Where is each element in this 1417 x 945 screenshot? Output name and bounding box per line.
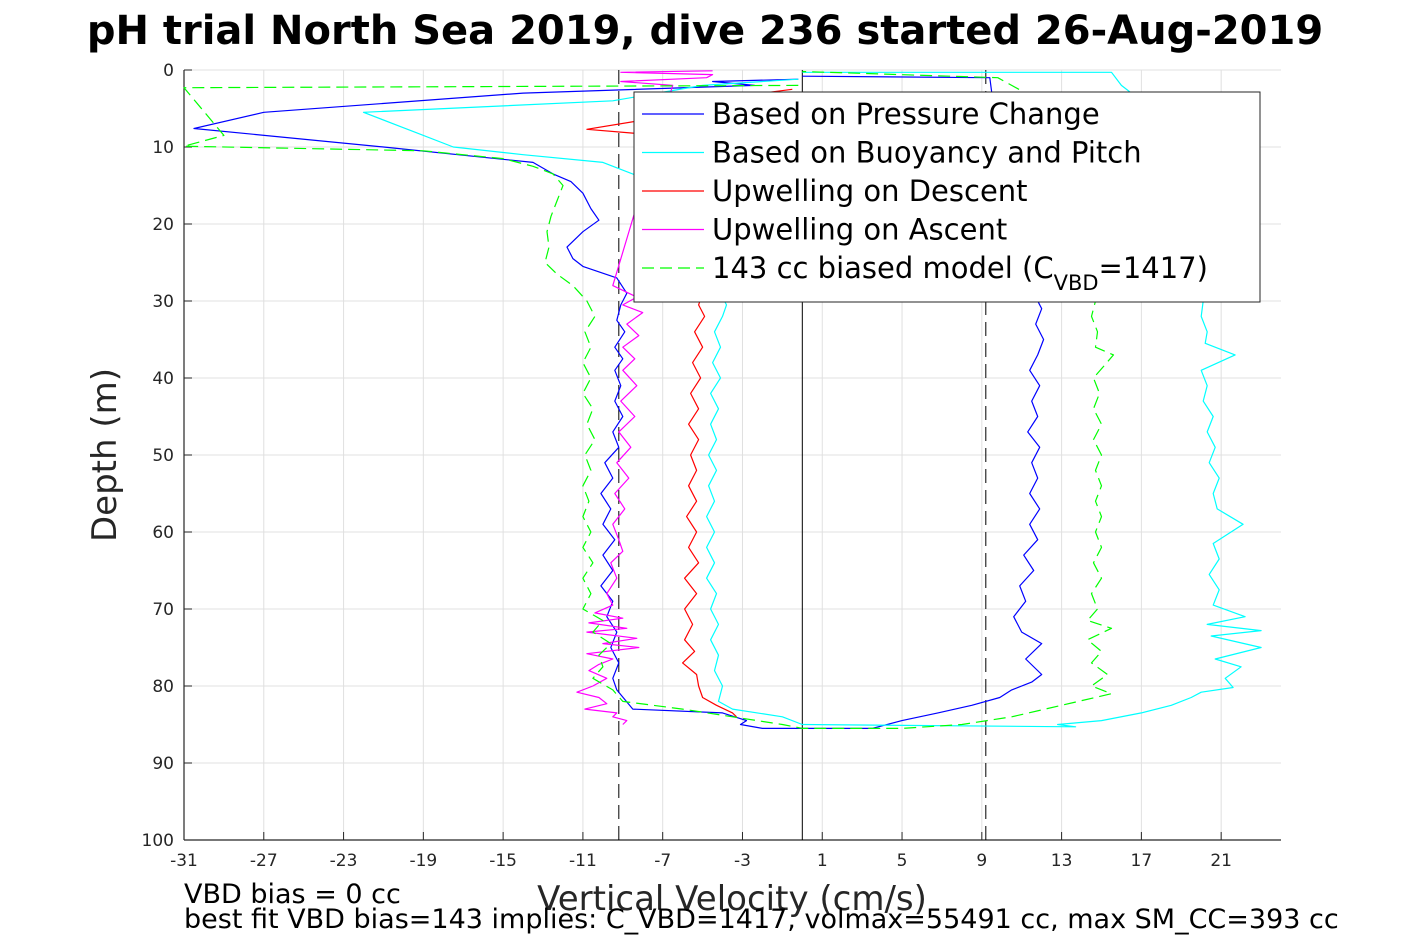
legend-label: Based on Buoyancy and Pitch (712, 136, 1142, 170)
y-tick-label: 50 (152, 446, 174, 466)
y-axis-label: Depth (m) (85, 368, 125, 542)
legend-label: 143 cc biased model (CVBD=1417) (712, 251, 1208, 295)
legend-label: Upwelling on Ascent (712, 213, 1007, 247)
x-tick-label: -15 (489, 851, 517, 871)
x-tick-label: 5 (897, 851, 908, 871)
x-tick-label: -19 (409, 851, 437, 871)
series-line-based-on-buoyancy-and-pitch (362, 71, 1262, 728)
legend-box (633, 91, 1261, 303)
y-tick-label: 100 (142, 831, 174, 851)
x-tick-label: -11 (569, 851, 597, 871)
legend-label: Based on Pressure Change (712, 97, 1100, 131)
x-tick-label: 21 (1210, 851, 1232, 871)
y-tick-label: 0 (163, 61, 174, 81)
x-axis-label: Vertical Velocity (cm/s) (537, 879, 927, 919)
series-line-upwelling-on-ascent (576, 70, 714, 725)
chart-title: pH trial North Sea 2019, dive 236 starte… (87, 8, 1323, 54)
footer-line-2: best fit VBD bias=143 implies: C_VBD=141… (184, 904, 1339, 935)
x-tick-label: -31 (170, 851, 198, 871)
x-tick-label: -3 (734, 851, 751, 871)
y-tick-label: 60 (152, 523, 174, 543)
y-tick-label: 10 (152, 138, 174, 158)
y-tick-label: 40 (152, 369, 174, 389)
y-tick-label: 70 (152, 600, 174, 620)
x-tick-label: 1 (817, 851, 828, 871)
tick-labels: -31 -27 -23 -19 -15 -11 -7 -3 1 5 9 13 17 21010203040… (142, 61, 1232, 871)
legend-label: Upwelling on Descent (712, 174, 1028, 208)
y-tick-label: 90 (152, 754, 174, 774)
x-tick-label: 13 (1051, 851, 1073, 871)
y-tick-label: 80 (152, 677, 174, 697)
axes (183, 69, 1281, 841)
x-tick-label: 17 (1131, 851, 1153, 871)
y-tick-label: 20 (152, 215, 174, 235)
x-tick-label: -23 (330, 851, 358, 871)
series-line-143-cc-biased-model-cvbd-1417 (183, 70, 1115, 729)
legend: Based on Pressure Change Based on Buoyanc… (633, 91, 1261, 303)
x-tick-label: -27 (250, 851, 278, 871)
x-tick-label: 9 (976, 851, 987, 871)
footer-line-1: VBD bias = 0 cc (184, 879, 401, 910)
y-tick-label: 30 (152, 292, 174, 312)
series-line-based-on-pressure-change (193, 75, 1045, 729)
x-tick-label: -7 (654, 851, 671, 871)
